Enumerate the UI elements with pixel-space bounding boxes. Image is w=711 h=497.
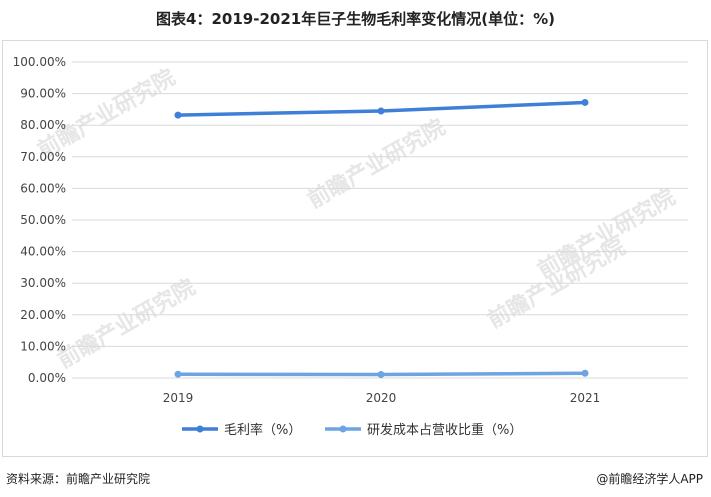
y-tick-labels: 0.00% 10.00% 20.00% 30.00% 40.00% 50.00% 60.00…: [13, 55, 66, 385]
watermark-text: 前瞻产业研究院: [303, 114, 449, 214]
legend-marker: [339, 425, 347, 433]
y-tick-label: 30.00%: [20, 276, 66, 290]
y-tick-label: 100.00%: [13, 55, 66, 69]
x-tick-label: 2021: [570, 391, 601, 405]
y-tick-label: 20.00%: [20, 308, 66, 322]
y-tick-label: 70.00%: [20, 150, 66, 164]
data-point: [174, 370, 182, 378]
legend-label: 毛利率（%）: [224, 422, 301, 438]
x-tick-labels: 2019 2020 2021: [163, 391, 601, 405]
y-tick-label: 0.00%: [28, 371, 66, 385]
watermark-text: 前瞻产业研究院: [33, 64, 179, 164]
series-layer: [174, 98, 589, 379]
y-tick-label: 80.00%: [20, 118, 66, 132]
data-point: [377, 107, 385, 115]
legend-label: 研发成本占营收比重（%）: [367, 422, 522, 438]
data-point: [581, 369, 589, 377]
y-tick-label: 40.00%: [20, 245, 66, 259]
watermark-text: 前瞻产业研究院: [53, 274, 199, 374]
x-tick-label: 2019: [163, 391, 194, 405]
data-point: [581, 98, 589, 106]
y-tick-label: 90.00%: [20, 87, 66, 101]
data-point: [377, 371, 385, 379]
source-note: 资料来源：前瞻产业研究院: [6, 472, 151, 486]
x-tick-label: 2020: [366, 391, 397, 405]
gridlines: [72, 61, 688, 379]
y-tick-label: 50.00%: [20, 213, 66, 227]
legend-marker: [196, 425, 204, 433]
y-tick-label: 60.00%: [20, 181, 66, 195]
chart-frame: [2, 40, 708, 457]
data-point: [174, 111, 182, 119]
chart-title: 图表4：2019-2021年巨子生物毛利率变化情况(单位：%): [156, 10, 555, 28]
brand-note: @前瞻经济学人APP: [596, 472, 703, 486]
legend: 毛利率（%） 研发成本占营收比重（%）: [182, 422, 522, 438]
y-tick-label: 10.00%: [20, 339, 66, 353]
